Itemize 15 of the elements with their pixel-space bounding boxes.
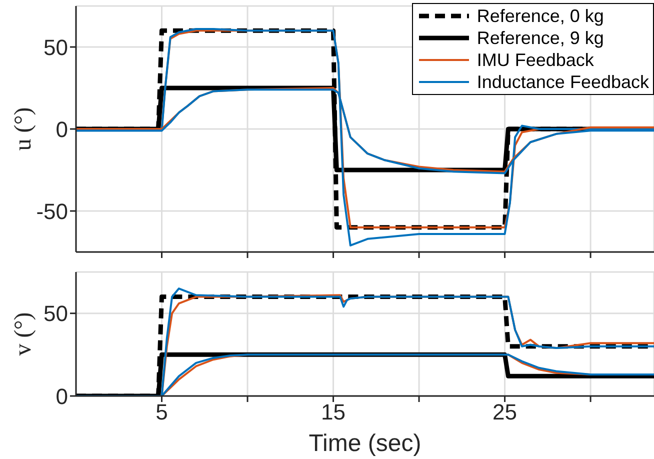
y-tick-label: 0 [56,116,68,142]
y-tick-label: 50 [44,34,68,60]
legend-label: Reference, 9 kg [476,27,604,49]
y-tick-label: 0 [56,384,68,409]
y-axis-title: v (°) [10,312,37,356]
x-tick-label: 25 [492,400,518,425]
y-axis-title: u (°) [10,107,37,151]
legend-label: Reference, 0 kg [476,5,604,27]
x-tick-label: 5 [156,400,168,425]
x-axis-title: Time (sec) [308,430,422,457]
legend-label: IMU Feedback [476,49,594,71]
legend-label: Inductance Feedback [476,71,649,93]
y-tick-label: 50 [44,301,68,326]
y-tick-label: -50 [36,198,68,224]
x-tick-label: 15 [321,400,346,425]
